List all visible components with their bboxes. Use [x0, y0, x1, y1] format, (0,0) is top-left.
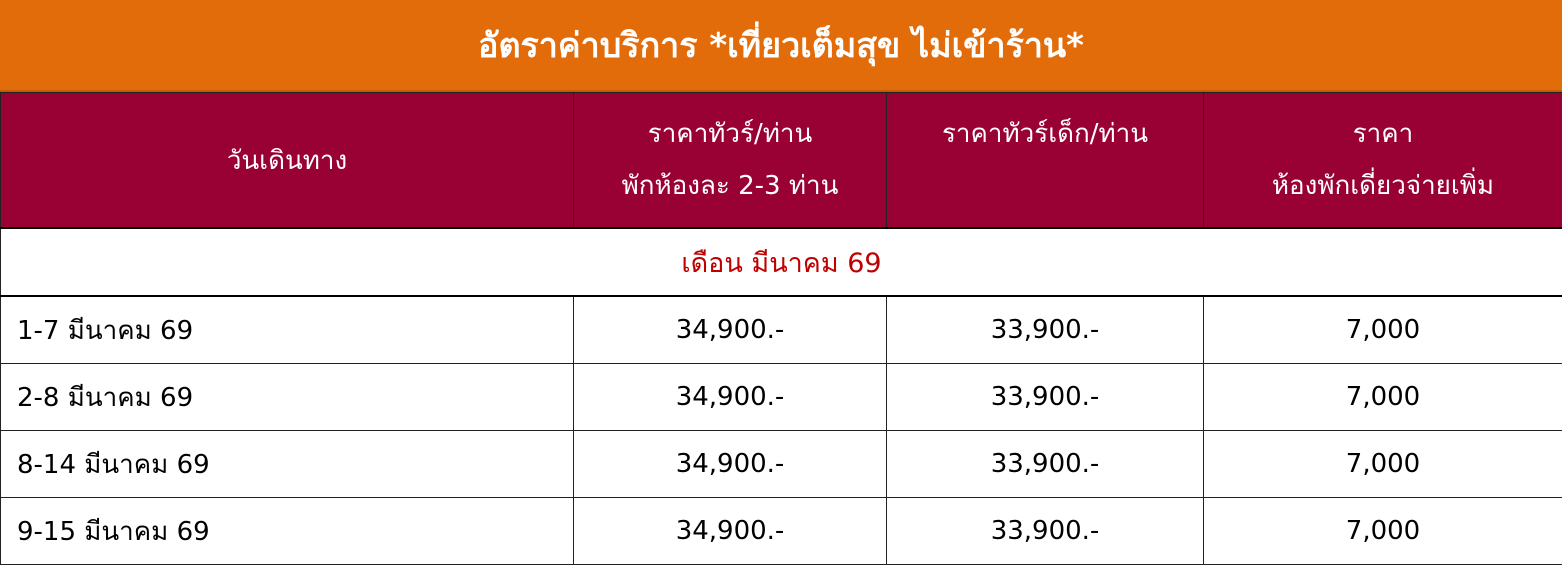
header-single-line2: ห้องพักเดี่ยวจ่ายเพิ่ม: [1204, 165, 1562, 206]
child-price-cell: 33,900.-: [887, 431, 1204, 498]
adult-price-cell: 34,900.-: [574, 498, 887, 565]
date-cell: 2-8 มีนาคม 69: [1, 364, 574, 431]
child-price-cell: 33,900.-: [887, 364, 1204, 431]
header-single: ราคาห้องพักเดี่ยวจ่ายเพิ่ม: [1204, 93, 1562, 229]
month-row: เดือน มีนาคม 69: [1, 228, 1562, 296]
single-supplement-cell: 7,000: [1204, 296, 1562, 364]
single-supplement-cell: 7,000: [1204, 431, 1562, 498]
header-adult-line1: ราคาทัวร์/ท่าน: [574, 113, 886, 165]
header-adult: ราคาทัวร์/ท่านพักห้องละ 2-3 ท่าน: [574, 93, 887, 229]
header-date-label: วันเดินทาง: [227, 146, 347, 176]
header-child: ราคาทัวร์เด็ก/ท่าน: [887, 93, 1204, 229]
adult-price-cell: 34,900.-: [574, 431, 887, 498]
child-price-cell: 33,900.-: [887, 498, 1204, 565]
table-row: 9-15 มีนาคม 69 34,900.- 33,900.- 7,000: [1, 498, 1562, 565]
header-date: วันเดินทาง: [1, 93, 574, 229]
single-supplement-cell: 7,000: [1204, 498, 1562, 565]
table-row: 2-8 มีนาคม 69 34,900.- 33,900.- 7,000: [1, 364, 1562, 431]
date-cell: 1-7 มีนาคม 69: [1, 296, 574, 364]
month-label: เดือน มีนาคม 69: [1, 228, 1562, 296]
header-row: วันเดินทาง ราคาทัวร์/ท่านพักห้องละ 2-3 ท…: [1, 93, 1562, 229]
table-row: 8-14 มีนาคม 69 34,900.- 33,900.- 7,000: [1, 431, 1562, 498]
header-adult-line2: พักห้องละ 2-3 ท่าน: [574, 165, 886, 206]
adult-price-cell: 34,900.-: [574, 364, 887, 431]
header-child-label: ราคาทัวร์เด็ก/ท่าน: [887, 113, 1203, 165]
page-title: อัตราค่าบริการ *เที่ยวเต็มสุข ไม่เข้าร้า…: [0, 0, 1562, 92]
child-price-cell: 33,900.-: [887, 296, 1204, 364]
price-table: วันเดินทาง ราคาทัวร์/ท่านพักห้องละ 2-3 ท…: [0, 92, 1562, 565]
table-row: 1-7 มีนาคม 69 34,900.- 33,900.- 7,000: [1, 296, 1562, 364]
date-cell: 9-15 มีนาคม 69: [1, 498, 574, 565]
header-single-line1: ราคา: [1204, 113, 1562, 165]
adult-price-cell: 34,900.-: [574, 296, 887, 364]
date-cell: 8-14 มีนาคม 69: [1, 431, 574, 498]
single-supplement-cell: 7,000: [1204, 364, 1562, 431]
